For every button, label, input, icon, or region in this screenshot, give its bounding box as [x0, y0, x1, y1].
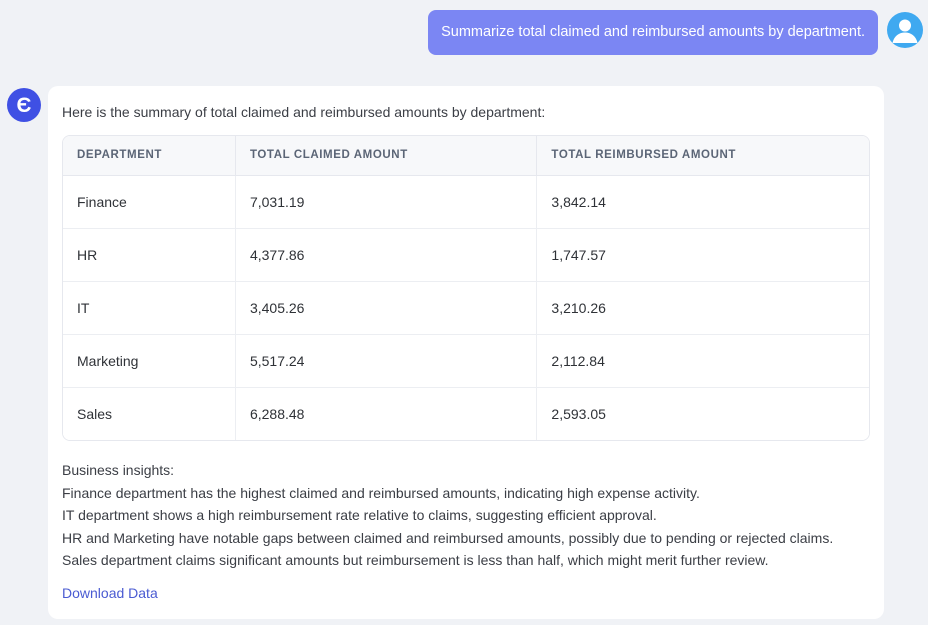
user-message-row: Summarize total claimed and reimbursed a… — [0, 0, 928, 55]
insights-title: Business insights: — [62, 462, 175, 478]
insight-line: Sales department claims significant amou… — [62, 552, 769, 569]
user-icon — [892, 19, 918, 43]
cell-department: IT — [63, 281, 236, 335]
table-header-row: DEPARTMENT TOTAL CLAIMED AMOUNT TOTAL RE… — [63, 136, 869, 176]
cell-reimbursed: 2,593.05 — [536, 387, 869, 440]
response-intro-text: Here is the summary of total claimed and… — [62, 104, 546, 120]
summary-table: DEPARTMENT TOTAL CLAIMED AMOUNT TOTAL RE… — [63, 136, 869, 440]
table-row: Marketing 5,517.24 2,112.84 — [63, 334, 869, 388]
table-row: IT 3,405.26 3,210.26 — [63, 281, 869, 335]
table-row: HR 4,377.86 1,747.57 — [63, 228, 869, 282]
insight-line: IT department shows a high reimbursement… — [62, 507, 657, 524]
cell-department: HR — [63, 228, 236, 282]
cell-reimbursed: 1,747.57 — [536, 228, 869, 282]
cell-reimbursed: 3,842.14 — [536, 175, 869, 229]
table-row: Sales 6,288.48 2,593.05 — [63, 387, 869, 440]
assistant-response-card: Here is the summary of total claimed and… — [48, 86, 884, 619]
column-header-reimbursed: TOTAL REIMBURSED AMOUNT — [536, 136, 869, 176]
cell-claimed: 4,377.86 — [235, 228, 538, 282]
summary-table-container: DEPARTMENT TOTAL CLAIMED AMOUNT TOTAL RE… — [62, 135, 870, 441]
cell-claimed: 5,517.24 — [235, 334, 538, 388]
cell-department: Sales — [63, 387, 236, 440]
business-insights-block: Business insights: Finance department ha… — [62, 459, 870, 572]
cell-claimed: 7,031.19 — [235, 175, 538, 229]
user-avatar — [887, 12, 923, 48]
user-message-text: Summarize total claimed and reimbursed a… — [441, 24, 865, 40]
cell-department: Marketing — [63, 334, 236, 388]
cell-reimbursed: 3,210.26 — [536, 281, 869, 335]
user-message-bubble: Summarize total claimed and reimbursed a… — [428, 10, 878, 55]
table-row: Finance 7,031.19 3,842.14 — [63, 175, 869, 229]
column-header-department: DEPARTMENT — [63, 136, 236, 176]
assistant-avatar: Є — [7, 88, 41, 122]
column-header-claimed: TOTAL CLAIMED AMOUNT — [235, 136, 538, 176]
cell-claimed: 3,405.26 — [235, 281, 538, 335]
assistant-message-row: Є Here is the summary of total claimed a… — [0, 86, 928, 619]
assistant-logo-icon: Є — [16, 93, 32, 117]
insight-line: Finance department has the highest claim… — [62, 484, 700, 501]
cell-claimed: 6,288.48 — [235, 387, 538, 440]
insight-line: HR and Marketing have notable gaps betwe… — [62, 529, 834, 546]
cell-reimbursed: 2,112.84 — [536, 334, 869, 388]
cell-department: Finance — [63, 175, 236, 229]
download-data-link[interactable]: Download Data — [62, 584, 158, 601]
